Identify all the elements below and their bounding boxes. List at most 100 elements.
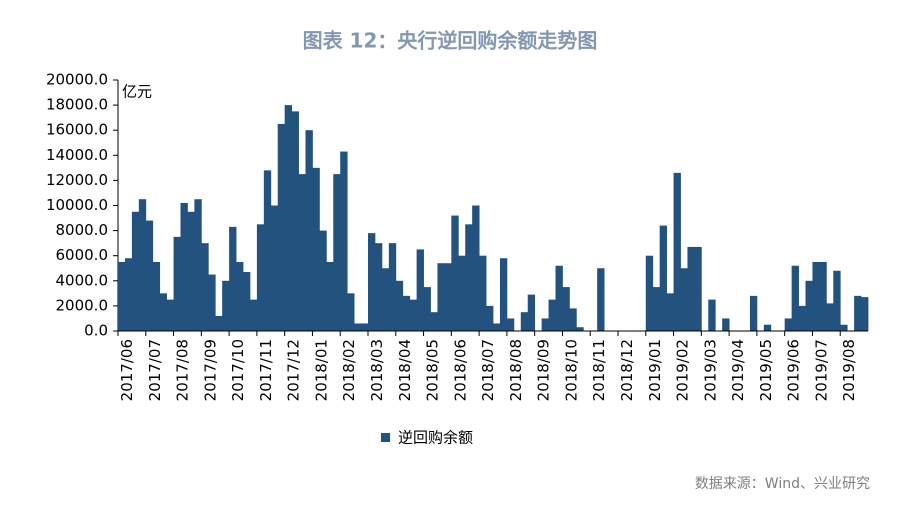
bar <box>229 226 237 331</box>
unit-label: 亿元 <box>122 83 152 101</box>
bar <box>444 263 452 331</box>
x-tick-label: 2018/08 <box>507 339 525 401</box>
x-tick-label: 2017/12 <box>285 339 303 401</box>
bar <box>291 111 299 331</box>
y-tick-label: 16000.0 <box>46 121 108 139</box>
x-tick-label: 2019/08 <box>840 339 858 401</box>
bar <box>409 299 418 331</box>
bar <box>187 211 195 331</box>
chart-title: 图表 12：央行逆回购余额走势图 <box>303 29 598 53</box>
bar <box>784 318 793 331</box>
bar <box>402 295 411 331</box>
bar <box>249 299 258 331</box>
bar <box>124 258 133 331</box>
bar <box>138 199 147 331</box>
bar <box>215 315 223 331</box>
x-tick-label: 2018/02 <box>340 339 358 401</box>
bar <box>541 318 549 331</box>
y-tick-label: 4000.0 <box>56 271 109 289</box>
bar <box>840 324 848 331</box>
bar <box>576 327 584 331</box>
bar <box>666 293 674 331</box>
bar <box>194 199 202 331</box>
x-tick-label: 2017/09 <box>201 339 219 401</box>
bar <box>527 294 536 331</box>
bar <box>652 287 661 331</box>
source: 数据来源：Wind、兴业研究 <box>695 476 870 492</box>
x-tick-label: 2018/12 <box>618 339 636 401</box>
bar <box>354 323 362 331</box>
bar <box>326 261 334 331</box>
bar <box>548 299 556 331</box>
bar <box>159 293 168 331</box>
bar <box>763 324 772 331</box>
bar <box>694 246 702 331</box>
bar <box>499 258 508 331</box>
bar <box>395 280 404 331</box>
bar <box>819 261 827 331</box>
bar <box>118 261 126 331</box>
bar <box>333 174 341 331</box>
bar <box>180 202 188 331</box>
bar <box>798 305 806 331</box>
bar <box>805 280 813 331</box>
bar <box>388 243 397 331</box>
bar <box>465 224 473 331</box>
y-tick-label: 8000.0 <box>56 221 109 239</box>
x-tick-label: 2018/09 <box>535 339 553 401</box>
bar <box>284 105 293 331</box>
x-tick-label: 2018/01 <box>312 339 330 401</box>
y-tick-label: 14000.0 <box>46 146 108 164</box>
bar <box>493 323 501 331</box>
bar <box>826 303 834 331</box>
x-tick-label: 2018/11 <box>590 339 608 401</box>
bar <box>555 265 563 331</box>
bar <box>812 261 820 331</box>
bar <box>749 295 758 331</box>
bar <box>298 174 306 331</box>
x-tick-label: 2017/10 <box>229 339 247 401</box>
bar <box>236 261 244 331</box>
y-tick-label: 2000.0 <box>56 296 109 314</box>
bar <box>368 233 376 331</box>
x-tick-label: 2019/02 <box>674 339 692 401</box>
bar <box>562 287 570 331</box>
y-tick-label: 12000.0 <box>46 171 108 189</box>
bar <box>361 323 369 331</box>
bar <box>854 295 862 331</box>
x-tick-label: 2019/03 <box>701 339 719 401</box>
bar <box>263 170 272 331</box>
x-tick-label: 2018/10 <box>562 339 580 401</box>
bar <box>374 243 383 331</box>
bar <box>569 308 577 331</box>
bar <box>597 268 605 331</box>
bar <box>673 172 681 331</box>
bar <box>791 265 799 331</box>
bar <box>201 243 209 331</box>
bar <box>430 312 438 331</box>
x-tick-label: 2018/05 <box>424 339 442 401</box>
legend-label: 逆回购余额 <box>398 429 473 447</box>
x-tick-label: 2017/06 <box>118 339 136 401</box>
bar <box>833 270 841 331</box>
bar <box>506 318 515 331</box>
y-tick-label: 0.0 <box>84 322 108 340</box>
bar <box>722 318 730 331</box>
bar <box>520 312 529 331</box>
x-tick-label: 2018/06 <box>451 339 469 401</box>
x-tick-label: 2018/03 <box>368 339 386 401</box>
bar <box>347 293 355 331</box>
x-tick-label: 2017/08 <box>174 339 192 401</box>
bar <box>381 268 390 331</box>
bar <box>166 299 174 331</box>
bar <box>687 246 695 331</box>
bar <box>659 225 668 331</box>
x-tick-label: 2019/06 <box>785 339 803 401</box>
bar <box>486 305 494 331</box>
bar <box>416 249 424 331</box>
bar <box>173 236 181 331</box>
y-tick-label: 6000.0 <box>56 246 109 264</box>
bar <box>305 130 313 331</box>
